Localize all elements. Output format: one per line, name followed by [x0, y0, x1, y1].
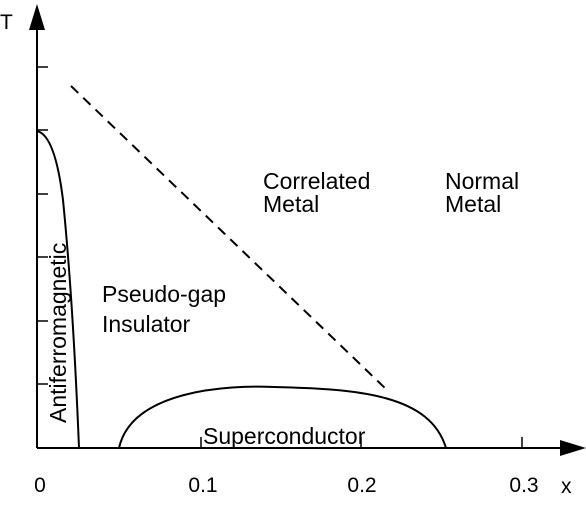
correlated-metal-label-line1: Correlated: [263, 168, 370, 194]
pseudogap-label-line2: Insulator: [102, 311, 191, 337]
y-axis-arrow: [29, 4, 45, 30]
superconductor-label: Superconductor: [203, 423, 366, 449]
antiferromagnetic-boundary: [36, 130, 80, 449]
y-axis-label: T: [0, 11, 13, 34]
x-tick-label: 0.2: [347, 474, 376, 497]
x-tick-label: 0.1: [188, 474, 217, 497]
x-axis-arrow: [560, 440, 586, 456]
normal-metal-label-line2: Metal: [445, 191, 501, 217]
correlated-metal-label-line2: Metal: [263, 191, 319, 217]
pseudogap-crossover-line: [70, 85, 388, 391]
normal-metal-label-line1: Normal: [445, 168, 519, 194]
superconducting-dome: [118, 385, 447, 449]
antiferromagnetic-label: Antiferromagnetic: [45, 243, 71, 423]
pseudogap-label-line1: Pseudo-gap: [102, 281, 226, 307]
x-axis-label: x: [561, 475, 572, 498]
x-tick-label: 0.3: [509, 474, 538, 497]
x-tick-label: 0: [34, 474, 46, 497]
